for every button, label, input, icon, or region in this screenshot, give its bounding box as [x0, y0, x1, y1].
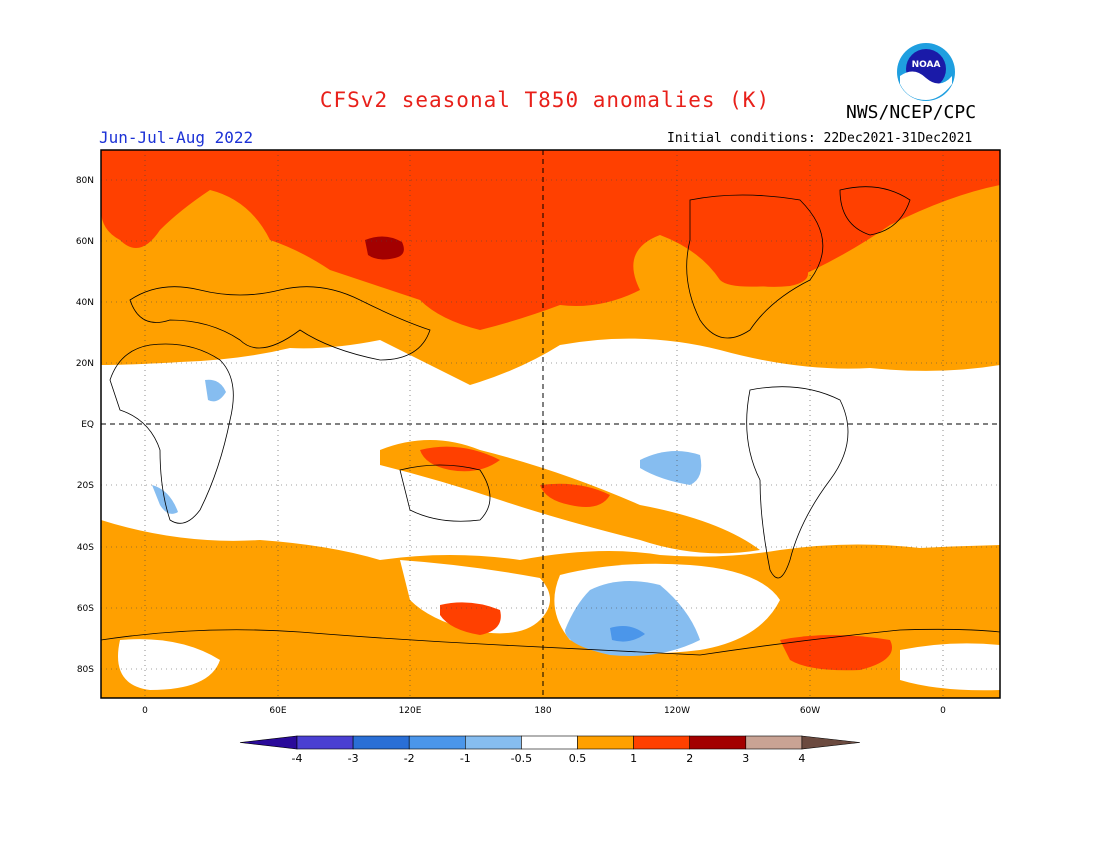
- colorbar-left-arrow: [239, 735, 298, 750]
- lat-label-40n: 40N: [76, 298, 94, 308]
- map-frame: [100, 149, 1001, 699]
- colorbar-swatch: [352, 735, 410, 750]
- lat-label-40s: 40S: [77, 543, 94, 553]
- colorbar-label: -3: [348, 752, 359, 765]
- colorbar-swatch: [689, 735, 747, 750]
- colorbar-label: 3: [742, 752, 749, 765]
- lon-label-60e: 60E: [269, 706, 286, 716]
- lon-label-120e: 120E: [399, 706, 422, 716]
- colorbar-right-arrow: [801, 735, 860, 750]
- lat-label-eq: EQ: [81, 420, 94, 430]
- agency-label: NWS/NCEP/CPC: [846, 102, 977, 123]
- lat-label-80n: 80N: [76, 176, 94, 186]
- colorbar-label: -0.5: [511, 752, 532, 765]
- colorbar-swatch: [464, 735, 522, 750]
- colorbar-label: 0.5: [569, 752, 587, 765]
- lat-label-80s: 80S: [77, 665, 94, 675]
- season-label: Jun-Jul-Aug 2022: [99, 128, 254, 147]
- lon-label-0-west: 0: [142, 706, 148, 716]
- anomaly-fields: [101, 150, 1000, 698]
- initial-conditions-label: Initial conditions: 22Dec2021-31Dec2021: [667, 131, 973, 146]
- chart-title: CFSv2 seasonal T850 anomalies (K): [319, 88, 771, 112]
- colorbar-label: 4: [798, 752, 805, 765]
- colorbar-label: 2: [686, 752, 693, 765]
- colorbar-swatches: [239, 735, 860, 750]
- lon-label-120w: 120W: [664, 706, 690, 716]
- coastlines: [100, 186, 1001, 656]
- colorbar-labels: -4 -3 -2 -1 -0.5 0.5 1 2 3 4: [292, 752, 806, 765]
- lon-label-0-east: 0: [940, 706, 946, 716]
- colorbar-swatch: [521, 735, 578, 750]
- colorbar-swatch: [577, 735, 634, 750]
- colorbar-swatch: [633, 735, 690, 750]
- lat-label-60s: 60S: [77, 604, 94, 614]
- lat-label-20s: 20S: [77, 481, 94, 491]
- colorbar-swatch: [296, 735, 354, 750]
- colorbar-label: -1: [460, 752, 471, 765]
- noaa-logo-text: NOAA: [912, 60, 941, 70]
- colorbar-swatch: [745, 735, 803, 750]
- lon-label-180: 180: [534, 706, 551, 716]
- lon-labels: 0 60E 120E 180 120W 60W 0: [142, 706, 946, 716]
- colorbar-swatch: [408, 735, 466, 750]
- lon-label-60w: 60W: [800, 706, 820, 716]
- colorbar-label: 1: [630, 752, 637, 765]
- lat-label-20n: 20N: [76, 359, 94, 369]
- lat-labels: 80N 60N 40N 20N EQ 20S 40S 60S 80S: [76, 176, 94, 675]
- colorbar-label: -4: [292, 752, 303, 765]
- noaa-logo: NOAA: [897, 43, 955, 101]
- lat-label-60n: 60N: [76, 237, 94, 247]
- colorbar-label: -2: [404, 752, 415, 765]
